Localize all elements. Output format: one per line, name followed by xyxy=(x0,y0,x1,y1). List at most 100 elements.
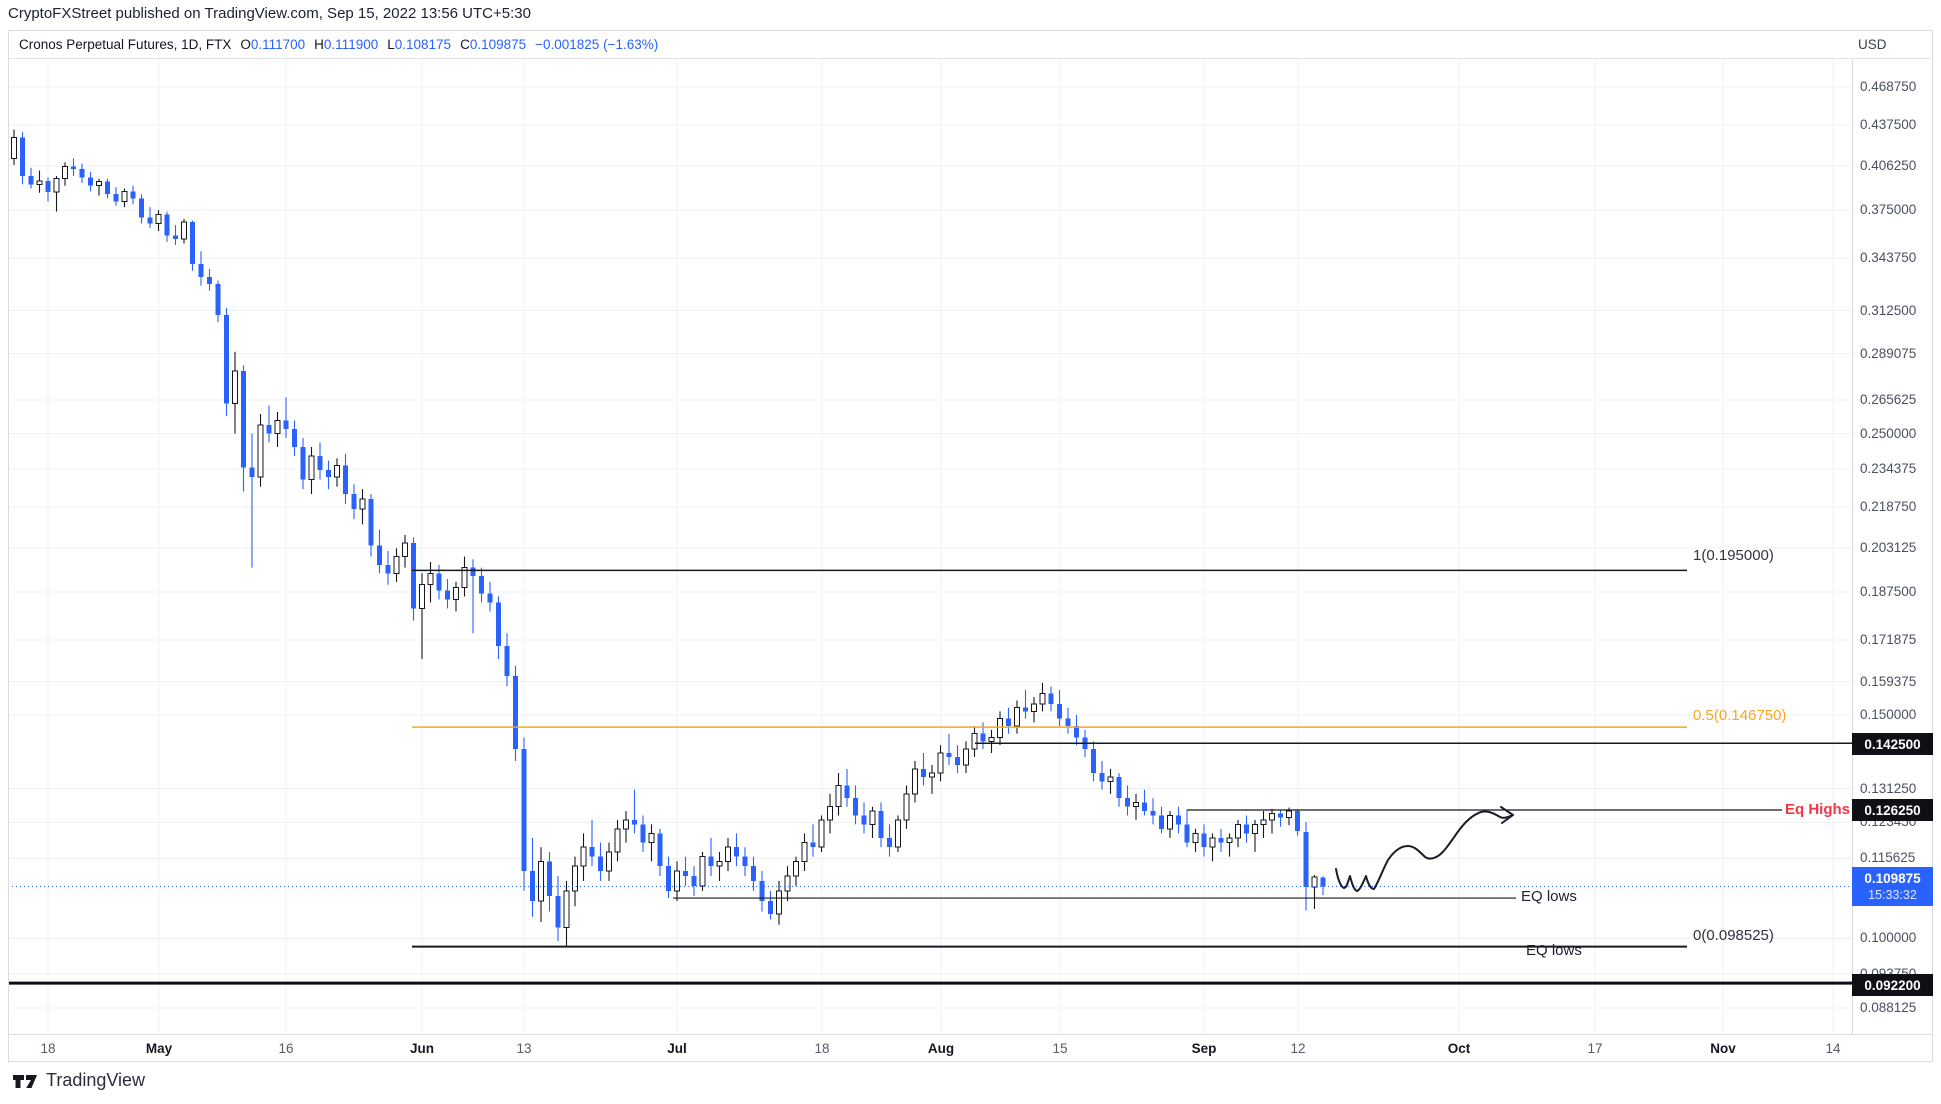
eq-lows-text-2[interactable]: EQ lows xyxy=(1526,942,1582,959)
candle-body xyxy=(155,214,162,225)
candle-body xyxy=(1303,832,1309,887)
candle-body xyxy=(954,756,961,765)
candle-body xyxy=(861,815,867,825)
candle-body xyxy=(521,749,527,872)
tradingview-icon xyxy=(13,1074,37,1088)
candle-body xyxy=(1226,837,1233,844)
candle-body xyxy=(368,498,374,546)
last-price-value: 0.109875 xyxy=(1864,870,1921,886)
candle-body xyxy=(1030,703,1038,712)
chart-legend-row: Cronos Perpetual Futures, 1D, FTX O 0.111… xyxy=(9,31,1930,59)
candle-body xyxy=(1294,811,1301,832)
currency-label[interactable]: USD xyxy=(1858,37,1887,52)
candle-body xyxy=(1218,837,1224,843)
candle-body xyxy=(231,370,239,405)
candle-body xyxy=(691,875,697,886)
price-tick: 0.115625 xyxy=(1860,850,1916,866)
candle-body xyxy=(1243,824,1250,834)
date-tick: Sep xyxy=(1191,1041,1217,1056)
candle-body xyxy=(1311,876,1318,888)
candle-body xyxy=(657,833,663,867)
candle-body xyxy=(614,828,621,853)
candle-body xyxy=(784,875,791,892)
candle-body xyxy=(1141,802,1148,812)
candle-body xyxy=(537,860,545,902)
price-tick: 0.289075 xyxy=(1860,345,1917,361)
candle-body xyxy=(1107,776,1114,782)
candle-body xyxy=(283,420,289,430)
date-tick: 13 xyxy=(516,1041,532,1056)
date-tick: 12 xyxy=(1290,1041,1306,1056)
candle-body xyxy=(1150,811,1156,816)
tradingview-wordmark: TradingView xyxy=(46,1070,146,1090)
candle-body xyxy=(971,733,978,750)
last-price-box: 0.109875 15:33:32 xyxy=(1852,867,1933,906)
candle-body xyxy=(988,736,995,742)
price-axis-divider xyxy=(1852,58,1853,1034)
candle-body xyxy=(470,567,476,577)
candle-body xyxy=(138,198,145,218)
candle-body xyxy=(113,194,119,202)
candle-body xyxy=(631,819,638,825)
candle-body xyxy=(886,837,893,848)
candle-body xyxy=(810,842,816,848)
fib-level-0-label[interactable]: 0(0.098525) xyxy=(1693,927,1774,944)
candle-body xyxy=(87,177,94,186)
candle-body xyxy=(172,235,179,239)
candle-body xyxy=(427,572,434,586)
fib-level-05-label[interactable]: 0.5(0.146750) xyxy=(1693,707,1787,724)
candle-body xyxy=(61,165,69,180)
date-tick: 18 xyxy=(40,1041,56,1056)
symbol-title[interactable]: Cronos Perpetual Futures, 1D, FTX xyxy=(19,37,232,52)
candle-body xyxy=(928,772,936,778)
candle-body xyxy=(733,847,740,857)
candle-body xyxy=(759,880,765,902)
candle-body xyxy=(835,784,842,808)
candle-body xyxy=(104,181,111,195)
candle-body xyxy=(300,446,306,480)
candle-body xyxy=(512,676,519,750)
price-tick: 0.203125 xyxy=(1860,539,1917,555)
candle-body xyxy=(1048,693,1054,705)
tradingview-logo[interactable]: TradingView xyxy=(12,1070,145,1091)
projection-arrow[interactable] xyxy=(1335,806,1514,892)
drawn-levels[interactable] xyxy=(8,569,1852,985)
candle-body xyxy=(792,860,800,877)
candle-body xyxy=(28,175,34,185)
candle-body xyxy=(580,846,587,867)
eq-highs-text[interactable]: Eq Highs xyxy=(1782,801,1854,818)
price-tick: 0.468750 xyxy=(1860,79,1917,95)
price-tick: 0.406250 xyxy=(1860,158,1917,174)
candle-body xyxy=(1260,819,1267,825)
date-tick: 15 xyxy=(1052,1041,1068,1056)
candle-body xyxy=(673,870,681,892)
candle-body xyxy=(920,768,927,778)
candle-body xyxy=(622,819,630,830)
candle-body xyxy=(852,798,859,816)
price-tick: 0.150000 xyxy=(1860,707,1917,722)
price-label-eq-highs: 0.126250 xyxy=(1852,799,1933,821)
price-tick: 0.218750 xyxy=(1860,499,1917,515)
candle-body xyxy=(1192,832,1199,844)
candle-body xyxy=(869,810,876,825)
candle-body xyxy=(1158,815,1165,829)
candle-body xyxy=(1005,718,1012,727)
candle-body xyxy=(393,555,400,574)
eq-lows-text-1[interactable]: EQ lows xyxy=(1521,888,1577,905)
candle-body xyxy=(121,190,128,202)
candlestick-series xyxy=(10,129,1326,947)
candle-countdown: 15:33:32 xyxy=(1868,887,1917,902)
time-axis-divider xyxy=(9,1034,1932,1035)
price-tick: 0.343750 xyxy=(1860,250,1917,266)
candle-body xyxy=(444,590,451,600)
candle-body xyxy=(716,860,723,867)
fib-level-1-label[interactable]: 1(0.195000) xyxy=(1693,547,1774,564)
candle-body xyxy=(767,901,774,915)
price-tick: 0.375000 xyxy=(1860,202,1917,218)
candle-body xyxy=(1234,823,1242,839)
price-label-support: 0.092200 xyxy=(1852,974,1933,996)
candle-body xyxy=(478,576,485,594)
candle-body xyxy=(1099,773,1105,782)
candle-body xyxy=(19,137,26,176)
